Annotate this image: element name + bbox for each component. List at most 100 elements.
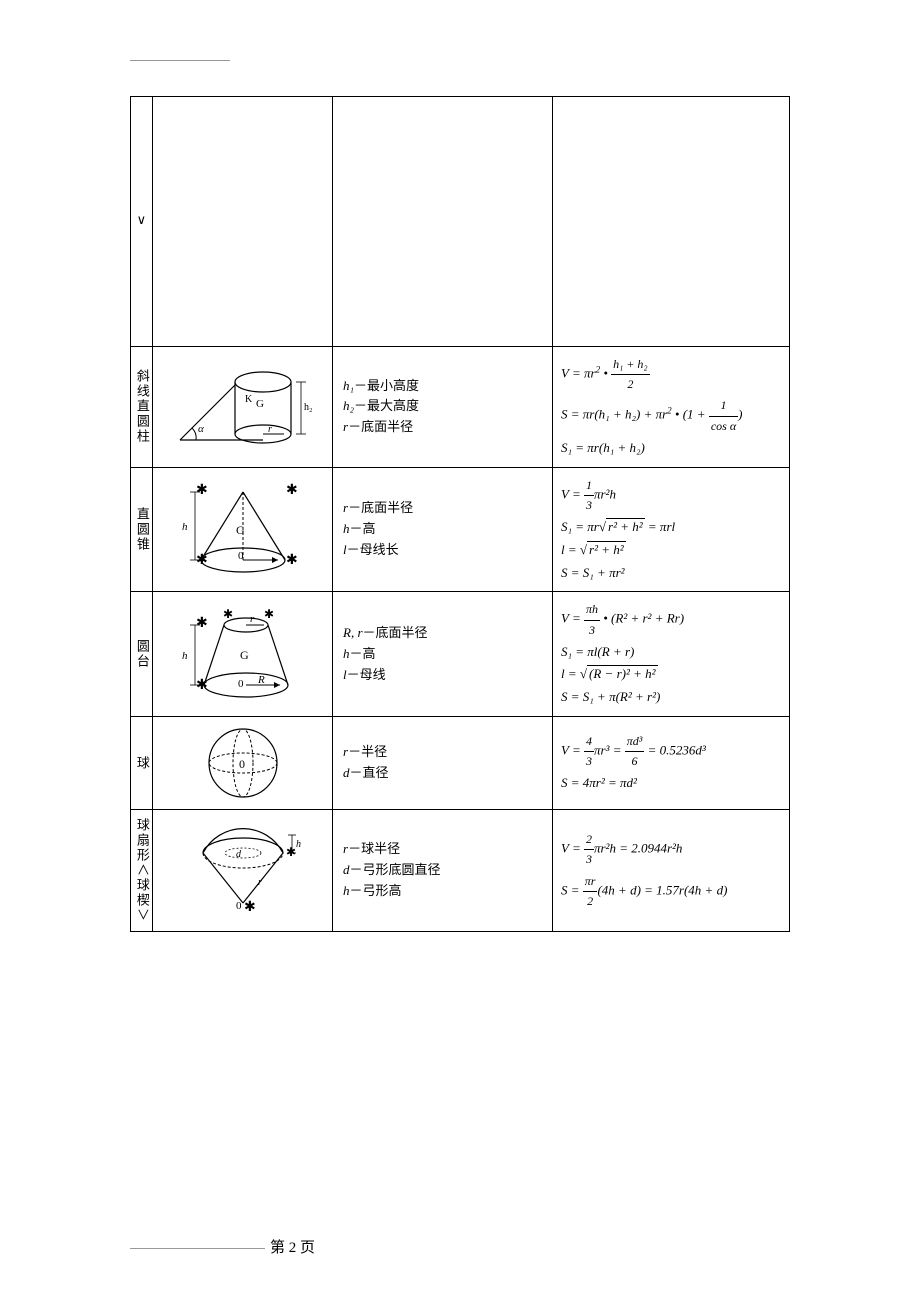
formula-part: V = <box>561 486 584 501</box>
frac-num: πd³ <box>625 732 645 752</box>
frac-num: πh <box>584 600 600 620</box>
sym-desc: －底面半径 <box>348 500 413 515</box>
diagram-cell: G 0 R r h ✱ ✱ ✱ ✱ <box>153 592 333 717</box>
svg-text:r: r <box>258 877 262 888</box>
frac-den: 2 <box>583 892 598 911</box>
formula-cell: V = πr2 • h₁ + h₂2 S = πr(h₁ + h₂) + πr2… <box>553 347 790 468</box>
svg-text:✱: ✱ <box>196 553 208 568</box>
oblique-cylinder-icon: α G K r h₂ <box>168 362 318 452</box>
formula-s1: S₁ = πr(h₁ + h₂) <box>561 438 785 459</box>
shape-name: 圆台 <box>135 639 150 669</box>
sym-var: h₁ <box>343 378 354 393</box>
svg-text:✱: ✱ <box>196 483 208 498</box>
table-row: ∨ <box>131 97 790 347</box>
table-row: 圆台 G 0 R r h ✱ ✱ ✱ ✱ <box>131 592 790 717</box>
formula-cell <box>553 97 790 347</box>
shape-name-cell: 直圆锥 <box>131 467 153 592</box>
frac-num: πr <box>583 872 598 892</box>
cone-icon: G 0 h ✱ ✱ ✱ ✱ <box>168 482 318 577</box>
formula-part: S = <box>561 882 583 897</box>
table-row: 直圆锥 G 0 h ✱ ✱ ✱ ✱ r－底面半 <box>131 467 790 592</box>
formula-part: V = πr <box>561 366 596 381</box>
formula-s1: S₁ = πl(R + r) <box>561 642 785 663</box>
frac-den: 6 <box>625 752 645 771</box>
shape-name-cell: 斜线直圆柱 <box>131 347 153 468</box>
svg-text:h: h <box>182 650 188 662</box>
shape-name-cell: 圆台 <box>131 592 153 717</box>
symbols-cell: r－底面半径 h－高 l－母线长 <box>333 467 553 592</box>
formula-s: S = 4πr² = πd² <box>561 773 785 794</box>
svg-text:✱: ✱ <box>196 616 208 631</box>
symbols-cell: r－半径 d－直径 <box>333 717 553 810</box>
symbols-cell <box>333 97 553 347</box>
sym-desc: －底面半径 <box>363 625 428 640</box>
formula-part: V = <box>561 611 584 626</box>
formula-part: = 0.5236d³ <box>644 743 705 758</box>
shape-name-cell: 球扇形∧球楔∨ <box>131 810 153 932</box>
formula-part: πr²h <box>594 486 616 501</box>
svg-text:✱: ✱ <box>286 845 296 859</box>
geometry-table: ∨ 斜线直圆柱 α G K r <box>130 96 790 932</box>
formula-part: = πrl <box>645 519 675 534</box>
frac-num: 1 <box>584 476 594 496</box>
shape-name: 球扇形∧球楔∨ <box>135 818 150 923</box>
formula-part: S = πr(h₁ + h₂) + πr <box>561 407 667 422</box>
symbols-cell: h₁－最小高度 h₂－最大高度 r－底面半径 <box>333 347 553 468</box>
svg-text:✱: ✱ <box>286 483 298 498</box>
formula-part: V = <box>561 841 584 856</box>
diagram-cell: d 0 ✱ h r ✱ <box>153 810 333 932</box>
formula-part: S₁ = πr <box>561 519 599 534</box>
formula-part: l = <box>561 542 580 557</box>
sym-desc: －球半径 <box>348 841 400 856</box>
diagram-cell: G 0 h ✱ ✱ ✱ ✱ <box>153 467 333 592</box>
sym-var: R, r <box>343 625 363 640</box>
svg-text:✱: ✱ <box>286 553 298 568</box>
frac-den: cos α <box>709 417 738 436</box>
svg-text:h: h <box>182 521 188 533</box>
frac-num: 1 <box>709 396 738 416</box>
sym-desc: －母线 <box>347 667 386 682</box>
sym-desc: －弓形高 <box>350 883 402 898</box>
frac-den: 3 <box>584 752 594 771</box>
page-footer: 第 2 页 <box>130 1236 315 1257</box>
table-row: 斜线直圆柱 α G K r h₂ h₁－最 <box>131 347 790 468</box>
sqrt-content: r² + h² <box>587 541 626 557</box>
formula-part: ) <box>738 407 742 422</box>
symbols-cell: R, r－底面半径 h－高 l－母线 <box>333 592 553 717</box>
sqrt-content: (R − r)² + h² <box>587 665 658 681</box>
table-row: 球 0 r－半径 d－直径 V = 43πr³ = πd³6 = 0.5236d… <box>131 717 790 810</box>
frac-num: 2 <box>584 830 594 850</box>
svg-text:K: K <box>245 394 253 405</box>
svg-text:G: G <box>240 648 249 662</box>
shape-name: ∨ <box>135 213 150 230</box>
table-row: 球扇形∧球楔∨ d 0 ✱ h r ✱ r －球半径 <box>131 810 790 932</box>
svg-text:✱: ✱ <box>264 607 274 621</box>
svg-text:h₂: h₂ <box>304 402 313 413</box>
frac-den: 3 <box>584 496 594 515</box>
svg-text:r: r <box>268 424 272 435</box>
header-divider <box>130 60 230 61</box>
svg-text:h: h <box>296 839 301 850</box>
formula-part: l = <box>561 666 580 681</box>
sym-desc: －弓形底圆直径 <box>350 862 441 877</box>
shape-name: 球 <box>135 756 150 771</box>
formula-part: πr³ = <box>594 743 625 758</box>
spherical-sector-icon: d 0 ✱ h r ✱ <box>178 823 308 918</box>
sym-desc: －底面半径 <box>348 419 413 434</box>
formula-part: • (1 + <box>672 407 709 422</box>
frac-den: 3 <box>584 621 600 640</box>
symbols-cell: r－球半径 d－弓形底圆直径 h－弓形高 <box>333 810 553 932</box>
diagram-cell <box>153 97 333 347</box>
diagram-cell: α G K r h₂ <box>153 347 333 468</box>
sym-desc: －半径 <box>348 744 387 759</box>
formula-s: S = S₁ + π(R² + r²) <box>561 687 785 708</box>
sym-desc: －高 <box>350 521 376 536</box>
frac-den: 3 <box>584 850 594 869</box>
sphere-icon: 0 <box>198 723 288 803</box>
shape-name-cell: ∨ <box>131 97 153 347</box>
svg-text:✱: ✱ <box>196 678 208 693</box>
sym-desc: －直径 <box>350 765 389 780</box>
formula-cell: V = 43πr³ = πd³6 = 0.5236d³ S = 4πr² = π… <box>553 717 790 810</box>
frac-den: 2 <box>611 375 649 394</box>
svg-text:G: G <box>256 398 264 410</box>
